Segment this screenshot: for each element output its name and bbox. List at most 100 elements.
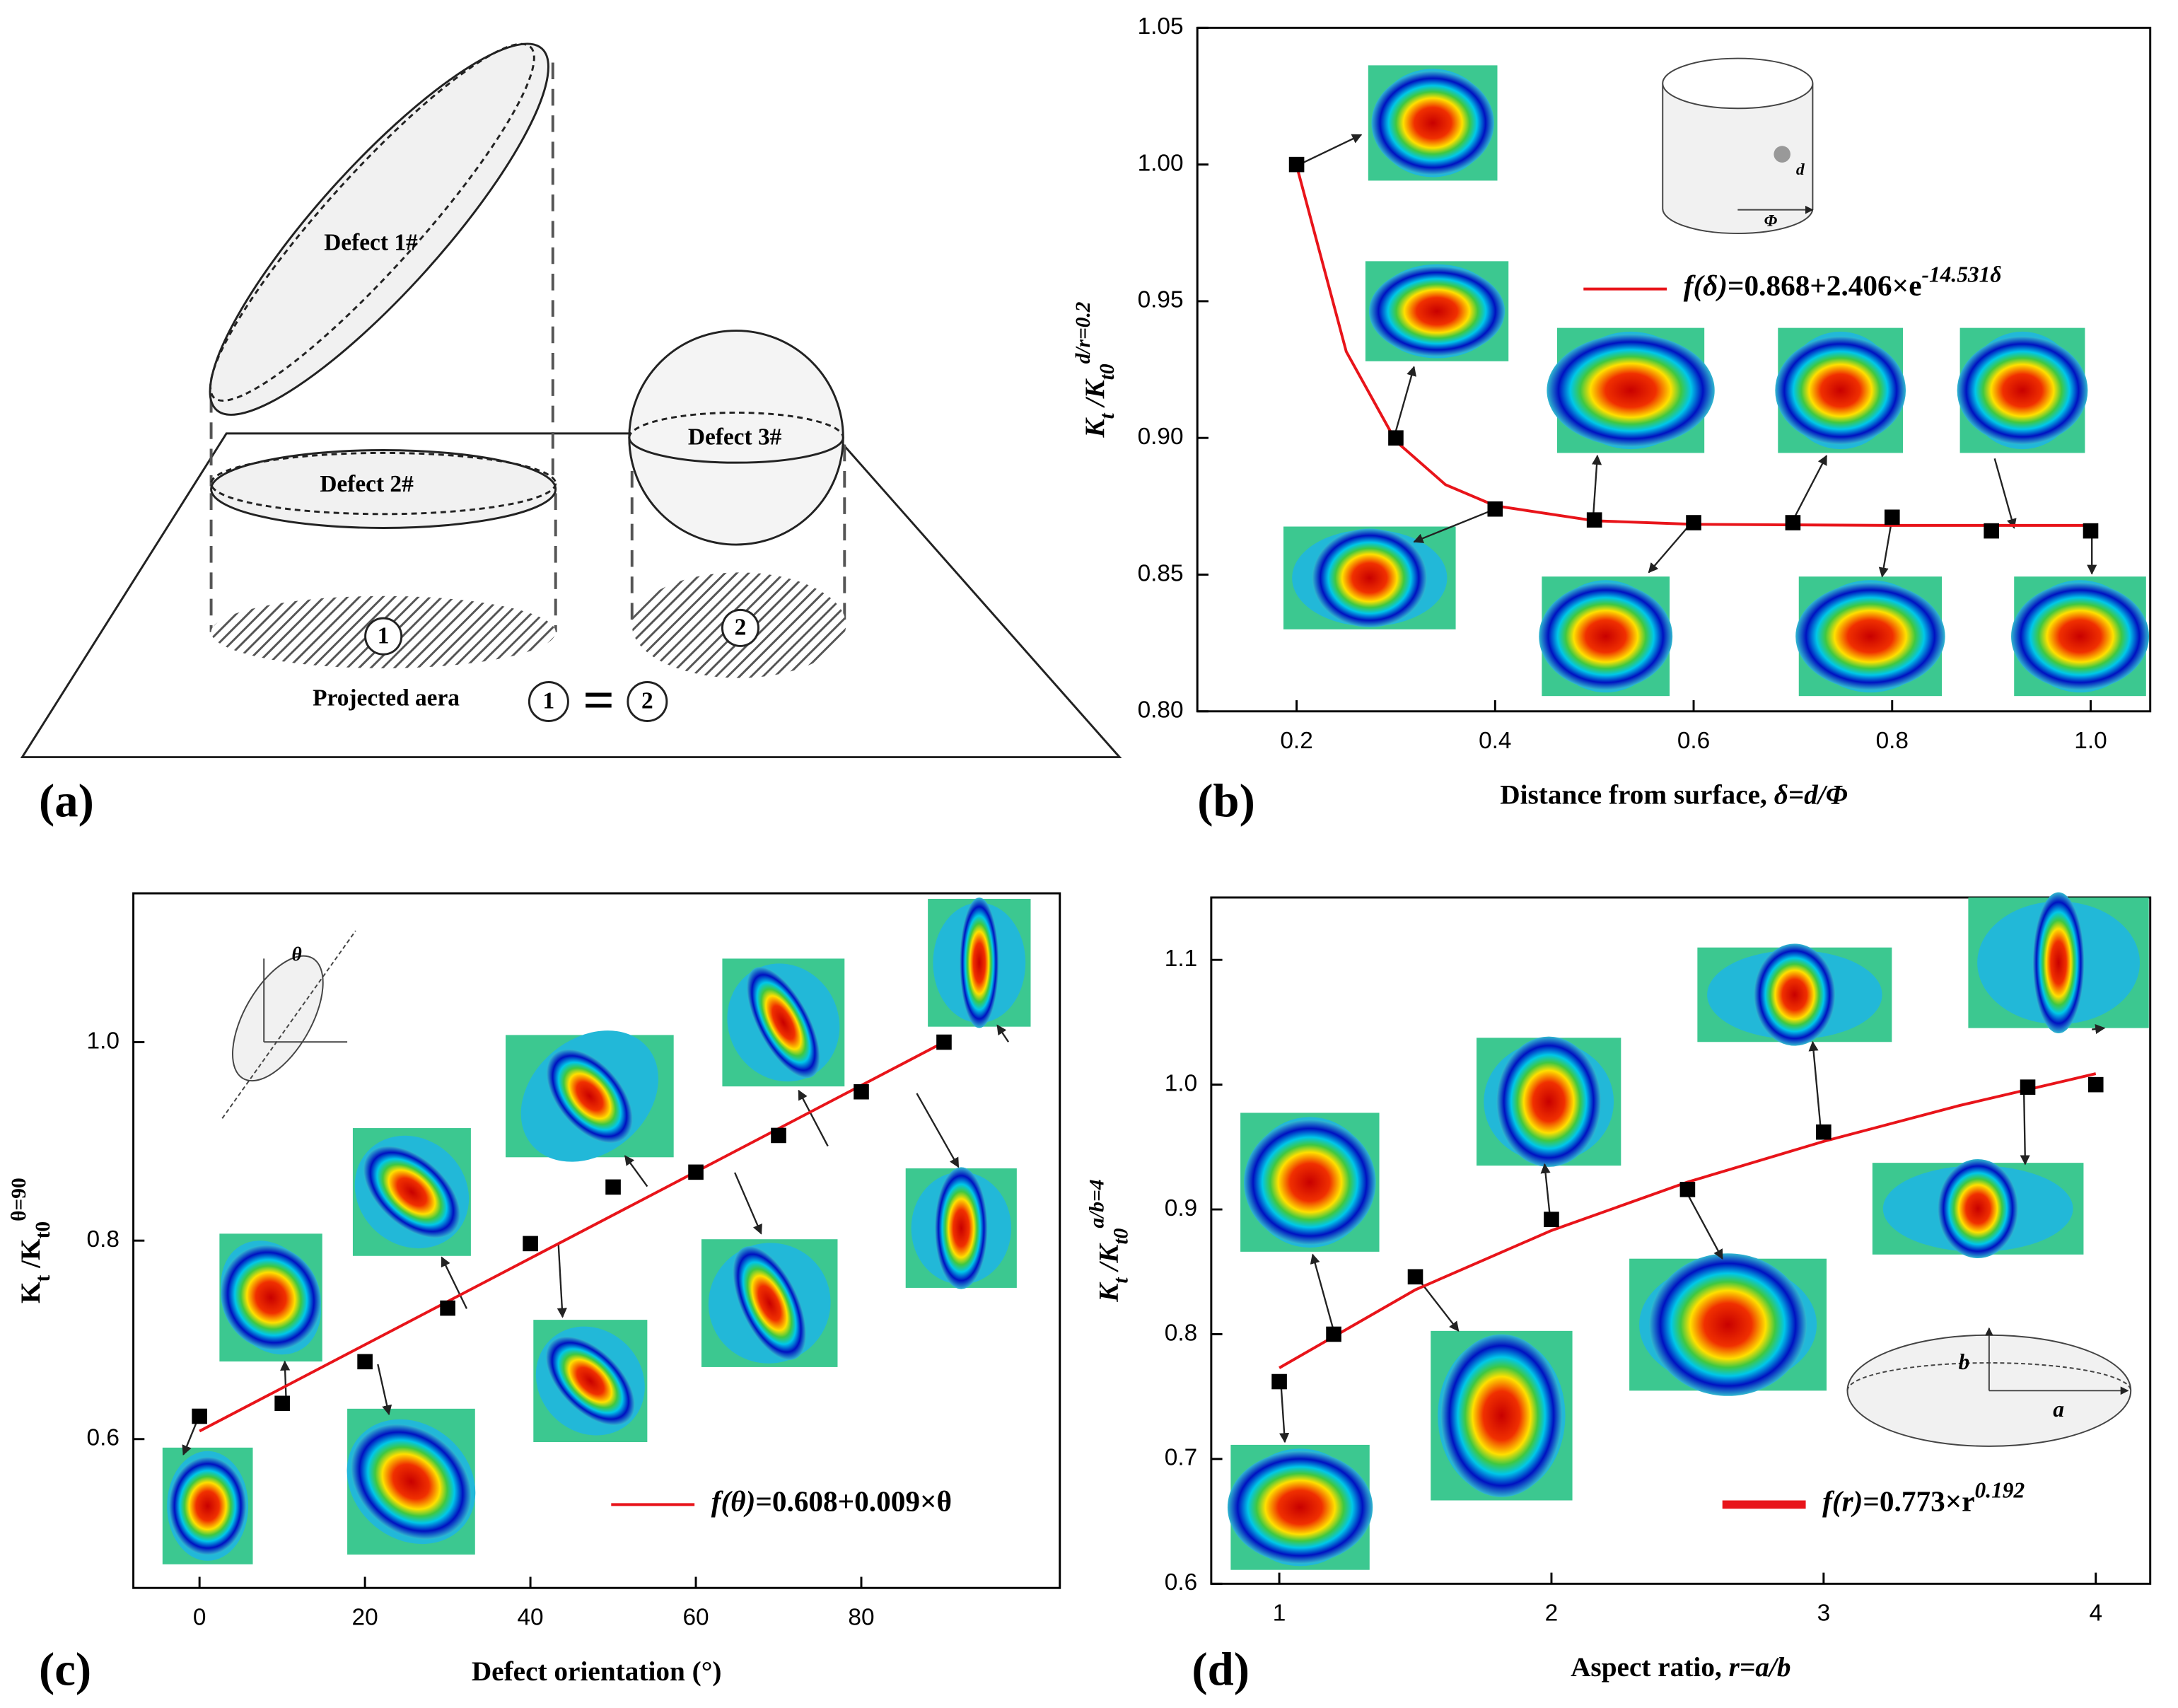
x-tick-label: 2 bbox=[1545, 1600, 1559, 1626]
y-tick-label: 0.95 bbox=[1138, 287, 1184, 313]
arrow bbox=[1993, 458, 2017, 529]
y-label-part: K bbox=[1080, 417, 1110, 438]
annotation: b bbox=[1959, 1349, 1970, 1374]
inset-field bbox=[1244, 1120, 1376, 1245]
contour-inset bbox=[2011, 576, 2150, 697]
contour-inset bbox=[1697, 943, 1892, 1046]
y-label-part: K bbox=[16, 1282, 46, 1303]
inset-field bbox=[351, 1424, 472, 1540]
legend-part: 0.192 bbox=[1975, 1477, 2025, 1502]
y-tick-label: 1.0 bbox=[1165, 1070, 1197, 1096]
y-label-part: t bbox=[1110, 1277, 1132, 1284]
x-label-part: Distance from surface, bbox=[1500, 780, 1774, 811]
arrow bbox=[798, 1089, 829, 1147]
y-tick-label: 1.05 bbox=[1138, 13, 1184, 40]
arrow bbox=[1279, 1379, 1290, 1443]
arrow bbox=[1392, 366, 1416, 441]
inset-field bbox=[1440, 1334, 1563, 1497]
contour-inset bbox=[1477, 1036, 1621, 1167]
y-label-part: /K bbox=[16, 1238, 46, 1275]
circle-mark bbox=[364, 617, 403, 656]
data-point bbox=[2087, 1076, 2104, 1093]
contour-inset bbox=[1775, 327, 1906, 453]
arrow bbox=[1878, 519, 1893, 578]
panel-label: (c) bbox=[39, 1643, 91, 1695]
arrow bbox=[1592, 454, 1602, 517]
data-point bbox=[1586, 512, 1602, 528]
y-tick-label: 0.8 bbox=[87, 1226, 120, 1253]
contour-inset bbox=[1872, 1158, 2084, 1258]
fit-line bbox=[199, 1040, 945, 1433]
x-tick-label: 1 bbox=[1273, 1600, 1286, 1626]
data-point bbox=[2083, 523, 2099, 539]
defect bbox=[209, 42, 549, 416]
y-label-part: t0 bbox=[32, 1221, 54, 1239]
x-tick-label: 0.8 bbox=[1876, 728, 1909, 754]
inset-field bbox=[363, 1146, 460, 1238]
y-label-part: θ=90 bbox=[8, 1178, 30, 1221]
legend-part: f(θ) bbox=[711, 1485, 756, 1518]
legend-part: =0.868+2.406×e bbox=[1728, 269, 1921, 302]
x-tick-label: 4 bbox=[2089, 1600, 2102, 1626]
inset-field bbox=[221, 1245, 321, 1350]
y-tick-label: 1.1 bbox=[1165, 946, 1197, 972]
diagram bbox=[20, 42, 1122, 759]
arrow bbox=[1414, 1274, 1460, 1332]
defect-edge bbox=[210, 451, 557, 516]
arrow bbox=[624, 1155, 648, 1187]
y-label-part: t bbox=[32, 1275, 54, 1282]
legend-part: -14.531δ bbox=[1922, 262, 2002, 286]
data-point bbox=[1816, 1124, 1832, 1140]
data-point bbox=[605, 1179, 621, 1195]
orientation-sketch bbox=[232, 955, 324, 1082]
y-axis-label: Kt /Kt0a/b=4 bbox=[1086, 1179, 1133, 1302]
y-label-part: t bbox=[1096, 412, 1119, 419]
inset-field bbox=[733, 1246, 806, 1360]
inset-field bbox=[960, 897, 999, 1028]
annotation: d bbox=[1796, 161, 1805, 179]
data-point bbox=[1785, 515, 1801, 530]
circle-mark bbox=[528, 681, 569, 722]
inset-field bbox=[2011, 582, 2150, 690]
legend-label: f(θ)=0.608+0.009×θ bbox=[711, 1485, 952, 1518]
x-axis-label: Aspect ratio, r=a/b bbox=[1571, 1652, 1790, 1683]
arrow bbox=[1540, 1163, 1551, 1219]
y-axis-label: Kt /Kt0θ=90 bbox=[8, 1178, 54, 1303]
label: Defect 2# bbox=[320, 471, 414, 497]
panel-label: (d) bbox=[1192, 1643, 1250, 1695]
data-point bbox=[1487, 501, 1503, 517]
arrow bbox=[1790, 455, 1828, 523]
y-axis-label: Kt /Kt0d/r=0.2 bbox=[1072, 301, 1119, 438]
circle-mark bbox=[627, 681, 668, 722]
y-tick-label: 0.90 bbox=[1138, 424, 1184, 450]
data-point bbox=[440, 1300, 455, 1316]
x-tick-label: 3 bbox=[1817, 1600, 1831, 1626]
legend-label: f(r)=0.773×r0.192 bbox=[1822, 1477, 2025, 1518]
arrow bbox=[916, 1093, 960, 1168]
annotation: Φ bbox=[1764, 212, 1778, 231]
label: Defect 1# bbox=[324, 229, 418, 255]
contour-inset bbox=[905, 1167, 1017, 1289]
y-tick-label: 0.6 bbox=[87, 1425, 120, 1451]
cylinder-top bbox=[1662, 57, 1814, 110]
inset-field bbox=[1754, 943, 1836, 1046]
inset-field bbox=[1938, 1158, 2018, 1258]
data-point bbox=[1326, 1326, 1341, 1342]
x-label-part: r=a/b bbox=[1729, 1652, 1791, 1683]
data-point bbox=[523, 1236, 538, 1252]
legend-part: f(δ) bbox=[1684, 269, 1728, 303]
inset-field bbox=[547, 1049, 633, 1144]
axis bbox=[221, 930, 356, 1119]
inset-field bbox=[1649, 1253, 1807, 1396]
data-point bbox=[688, 1164, 704, 1180]
contour-inset bbox=[1547, 327, 1715, 453]
cylinder bbox=[1662, 83, 1814, 235]
legend-label: f(δ)=0.868+2.406×e-14.531δ bbox=[1684, 262, 2002, 303]
arrow bbox=[1684, 1188, 1723, 1260]
contour-inset bbox=[352, 1128, 471, 1256]
data-point bbox=[1388, 430, 1404, 446]
inset-field bbox=[169, 1457, 247, 1555]
annotation: θ bbox=[292, 943, 302, 965]
inset-field bbox=[747, 967, 820, 1079]
